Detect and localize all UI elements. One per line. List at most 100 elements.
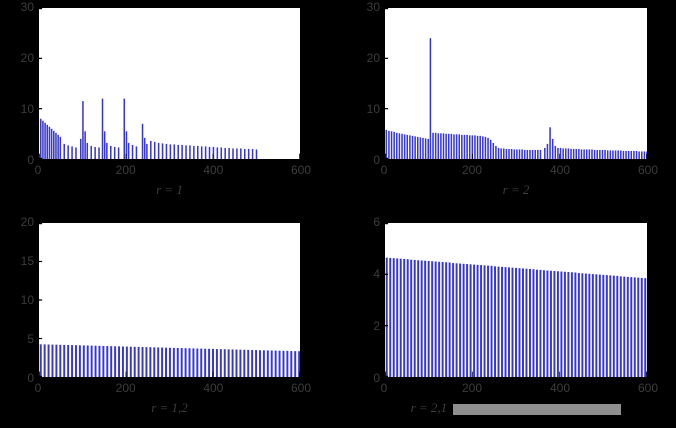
bar — [161, 143, 164, 159]
y-tick-mark — [39, 299, 43, 301]
x-tick-label: 600 — [290, 163, 312, 177]
bar — [574, 272, 577, 377]
bar-series-r2 — [385, 8, 647, 159]
bar — [637, 277, 640, 377]
bar — [583, 149, 585, 159]
bar — [102, 345, 105, 377]
bar — [270, 350, 273, 377]
bar — [75, 147, 77, 159]
y-axis-tick-labels: 0 2 4 6 — [348, 216, 380, 384]
bar — [55, 344, 58, 377]
bar — [67, 145, 69, 159]
y-tick-mark — [385, 8, 389, 10]
bar — [396, 258, 399, 377]
x-tick-mark — [39, 371, 40, 377]
bar — [39, 118, 42, 159]
bar — [262, 350, 265, 377]
bar — [534, 149, 536, 159]
bar — [143, 137, 146, 159]
bar — [204, 348, 207, 377]
bar — [640, 151, 643, 159]
bar — [479, 135, 481, 159]
x-axis-label: r = 2,1 — [384, 400, 648, 416]
bar — [63, 143, 65, 159]
bar — [82, 345, 85, 377]
y-tick-mark — [385, 157, 389, 159]
bar — [278, 350, 281, 377]
bar — [388, 130, 390, 159]
bar — [247, 148, 250, 159]
y-tick-mark — [385, 273, 389, 275]
bar — [434, 261, 437, 377]
bar — [71, 345, 74, 377]
y-tick-label: 2 — [373, 319, 380, 333]
bar — [90, 345, 93, 377]
bar — [563, 271, 566, 377]
bar — [537, 149, 539, 159]
y-tick-mark — [39, 337, 43, 340]
y-tick-mark — [385, 108, 389, 110]
bar — [298, 351, 300, 377]
bar — [251, 349, 254, 377]
bar — [516, 149, 518, 159]
bar — [508, 148, 510, 159]
bar — [616, 275, 619, 377]
plot-area — [38, 222, 301, 378]
bar — [106, 142, 108, 159]
bar — [427, 138, 429, 159]
bar — [461, 134, 463, 159]
bar — [565, 148, 567, 159]
bar — [123, 98, 126, 159]
bar — [546, 270, 549, 377]
bar — [459, 263, 462, 377]
bar — [578, 148, 580, 159]
bar — [483, 265, 486, 377]
x-tick-label: 200 — [115, 163, 136, 177]
bar — [453, 134, 455, 159]
bar — [150, 140, 152, 159]
bar — [599, 149, 601, 159]
bar — [420, 260, 423, 377]
x-tick-mark — [646, 371, 647, 377]
bar — [644, 278, 647, 377]
bar — [208, 146, 211, 159]
bar — [135, 146, 138, 159]
subplot-bottom-right: 0 2 4 6 0 200 400 600 r = 2,1 — [373, 216, 658, 415]
bar — [535, 269, 538, 377]
bar — [570, 148, 572, 159]
x-tick-label: 200 — [461, 381, 483, 395]
y-tick-mark — [385, 223, 389, 225]
bar — [117, 147, 120, 159]
x-axis-label-text: r = 1 — [156, 182, 183, 197]
bar — [385, 257, 388, 377]
bar — [542, 270, 545, 377]
bar — [593, 149, 596, 159]
bar — [181, 144, 183, 159]
y-tick-mark — [385, 325, 389, 327]
bar — [55, 132, 57, 159]
bar — [605, 275, 608, 377]
bar — [149, 347, 152, 377]
x-axis-label: r = 1,2 — [38, 400, 301, 416]
bar — [294, 351, 297, 377]
y-tick-mark — [39, 108, 43, 110]
bar — [591, 149, 593, 159]
bar — [630, 150, 633, 159]
bar — [196, 348, 199, 377]
bar — [445, 133, 447, 159]
bar — [471, 135, 474, 159]
bar — [282, 350, 285, 377]
bar — [243, 349, 246, 377]
bar — [447, 133, 450, 159]
bar — [110, 145, 112, 159]
bar — [522, 268, 524, 377]
bar — [417, 260, 420, 377]
bar — [197, 145, 199, 159]
bar — [601, 149, 604, 159]
bar — [398, 133, 401, 159]
x-tick-label: 200 — [115, 381, 136, 395]
bar — [63, 344, 66, 377]
y-tick-label: 0 — [373, 153, 380, 167]
bar — [598, 274, 601, 377]
bar — [633, 150, 635, 159]
